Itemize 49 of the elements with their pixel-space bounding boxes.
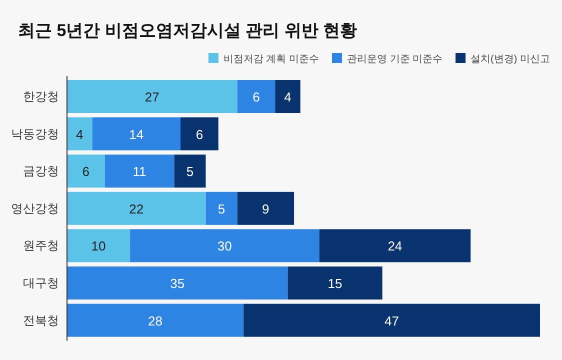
bar — [288, 266, 382, 300]
data-label: 28 — [148, 313, 163, 328]
data-label: 4 — [284, 90, 292, 104]
y-tick-label: 금강청 — [23, 164, 59, 178]
bar — [67, 154, 105, 188]
bar — [319, 229, 471, 262]
bar — [67, 192, 206, 225]
y-tick-label: 영산강청 — [11, 201, 59, 216]
data-label: 35 — [170, 276, 185, 291]
data-label: 5 — [186, 164, 194, 180]
bar — [237, 80, 276, 113]
bar — [130, 229, 320, 262]
data-label: 47 — [384, 313, 400, 328]
data-label: 10 — [91, 238, 106, 254]
data-label: 15 — [328, 276, 342, 291]
bar — [92, 117, 181, 150]
bar — [67, 117, 92, 150]
y-tick-label: 원주청 — [23, 238, 59, 253]
data-label: 6 — [252, 90, 260, 104]
data-label: 4 — [76, 126, 84, 142]
bar — [67, 229, 130, 262]
bar — [67, 266, 288, 300]
y-tick-label: 전북청 — [23, 313, 59, 328]
data-label: 30 — [217, 238, 232, 254]
data-label: 24 — [388, 238, 402, 254]
data-label: 11 — [132, 164, 146, 180]
bar — [67, 80, 238, 113]
bar — [67, 304, 244, 337]
y-tick-label: 대구청 — [23, 276, 59, 290]
legend-label: 관리운영 기준 미준수 — [346, 54, 443, 65]
chart-title: 최근 5년간 비점오염저감시설 관리 위반 현황 — [18, 21, 358, 40]
data-label: 5 — [218, 201, 226, 216]
data-label: 14 — [129, 126, 144, 142]
bar — [275, 80, 300, 113]
bar — [174, 154, 206, 188]
bar — [180, 117, 218, 150]
legend-label: 설치(변경) 미신고 — [470, 54, 550, 65]
bar — [237, 192, 294, 225]
data-label: 6 — [196, 126, 204, 142]
bar — [206, 192, 238, 225]
data-label: 27 — [144, 90, 160, 104]
data-label: 22 — [129, 201, 144, 216]
bar — [104, 154, 174, 188]
bar — [244, 304, 540, 337]
y-tick-label: 한강청 — [23, 90, 59, 104]
y-tick-label: 낙동강청 — [11, 126, 59, 141]
legend-label: 비점저감 계획 미준수 — [223, 54, 319, 65]
data-label: 9 — [262, 201, 270, 216]
data-label: 6 — [82, 164, 90, 180]
